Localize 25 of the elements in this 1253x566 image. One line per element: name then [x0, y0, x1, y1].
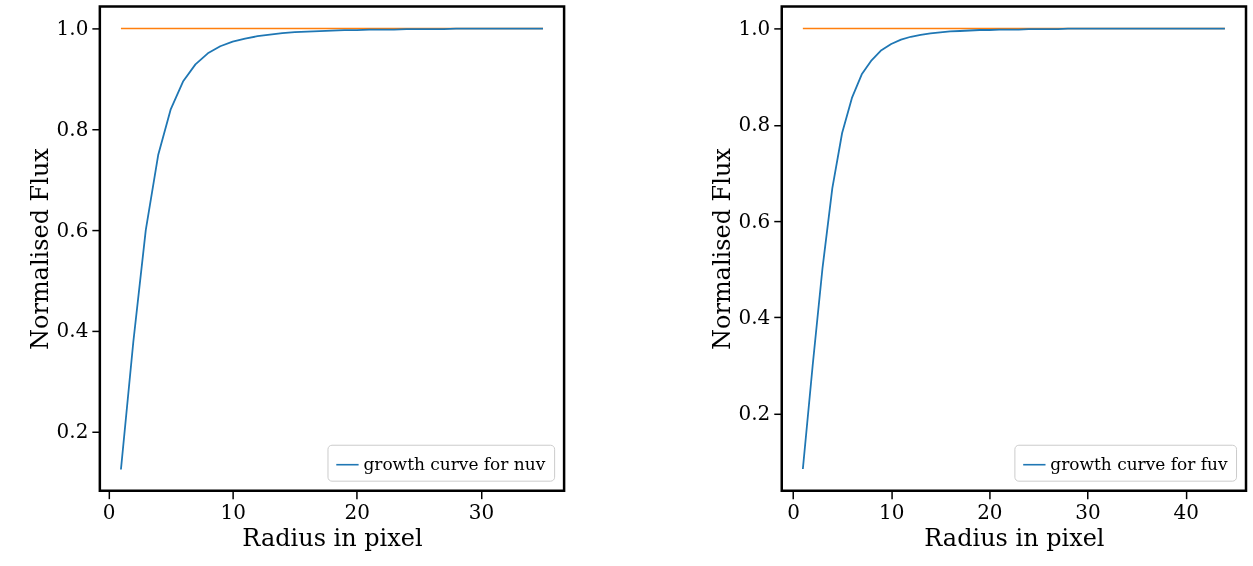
y-tick-label: 0.4 — [56, 318, 89, 343]
y-axis-title: Normalised Flux — [25, 147, 54, 350]
x-tick-label: 0 — [102, 500, 116, 525]
y-tick-label: 0.6 — [56, 217, 89, 242]
y-axis-title: Normalised Flux — [707, 147, 736, 350]
y-tick-label: 0.8 — [738, 112, 771, 137]
x-tick-label: 10 — [879, 500, 905, 525]
y-tick-label: 0.4 — [738, 304, 771, 329]
legend-label: growth curve for fuv — [1050, 453, 1228, 474]
y-tick-label: 0.6 — [738, 208, 771, 233]
legend-label: growth curve for nuv — [363, 453, 546, 474]
y-tick-label: 1.0 — [56, 16, 89, 41]
y-tick-label: 0.2 — [56, 419, 89, 444]
x-axis-title: Radius in pixel — [242, 524, 423, 553]
x-tick-label: 30 — [468, 500, 495, 525]
y-tick-label: 1.0 — [738, 16, 771, 41]
x-tick-label: 30 — [1075, 500, 1101, 525]
x-tick-label: 40 — [1173, 500, 1199, 525]
x-tick-label: 10 — [220, 500, 246, 525]
x-axis-title: Radius in pixel — [924, 524, 1105, 553]
x-tick-label: 20 — [344, 500, 370, 525]
y-tick-label: 0.8 — [56, 116, 89, 141]
x-tick-label: 20 — [977, 500, 1003, 525]
y-tick-label: 0.2 — [738, 401, 771, 426]
x-tick-label: 0 — [787, 500, 800, 525]
